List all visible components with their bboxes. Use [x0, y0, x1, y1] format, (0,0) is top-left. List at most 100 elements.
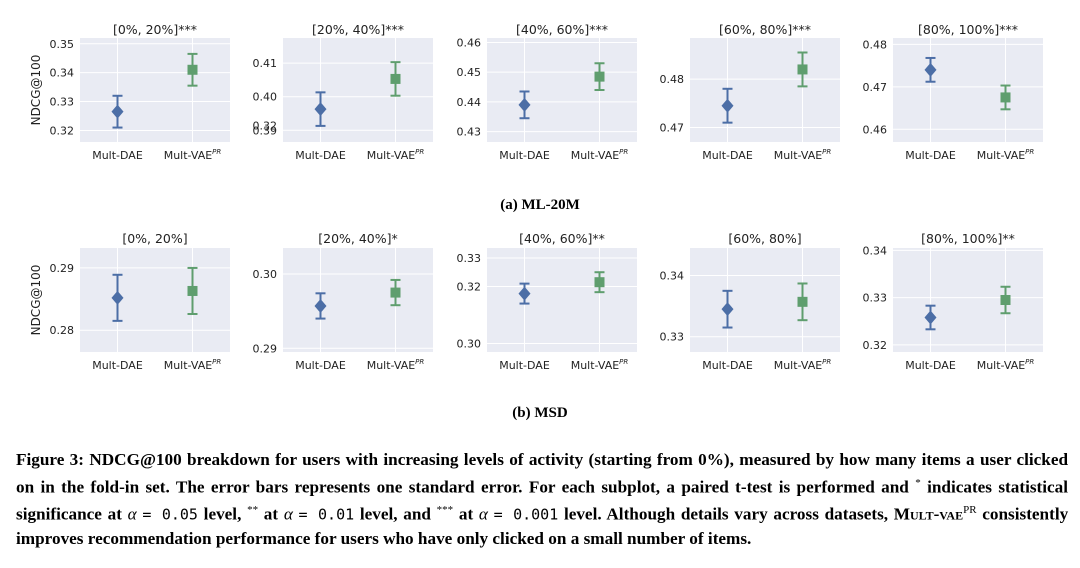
data-point-mult-dae — [314, 102, 327, 117]
panel-1-5: 0.48 0.47 0.46 [80%, 100%]*** Mult-DAE Mult-V… — [863, 22, 1043, 162]
data-point-mult-vae — [594, 277, 605, 288]
panel-background — [283, 38, 433, 142]
x-tick-label-mult-vae: Mult-VAEPR — [164, 148, 222, 162]
panel-background — [893, 248, 1043, 352]
y-tick-label: 0.32 — [50, 124, 75, 137]
y-tick-label: 0.33 — [660, 331, 685, 344]
x-tick-label-mult-vae: Mult-VAEPR — [774, 148, 832, 162]
y-tick-label: 0.45 — [457, 66, 482, 79]
data-point-mult-dae — [111, 104, 124, 119]
y-tick-label: 0.33 — [50, 96, 75, 109]
y-tick-label: 0.33 — [863, 292, 888, 305]
data-point-mult-vae — [390, 73, 401, 84]
panel-1-3: 0.46 0.45 0.44 0.43 [40%, 60%]*** Mult-DAE Mul… — [457, 22, 637, 162]
data-point-mult-vae — [187, 64, 198, 75]
caption-text-6: at — [458, 504, 474, 524]
row-caption: (b) MSD — [512, 405, 568, 421]
panel-title: [20%, 40%]*** — [312, 22, 404, 37]
panel-1-4: 0.48 0.47 [60%, 80%]*** Mult-DAE Mult-VAEPR — [660, 22, 840, 162]
data-point-mult-vae — [594, 71, 605, 82]
panel-title: [40%, 60%]** — [519, 231, 605, 246]
y-tick-label: 0.35 — [50, 38, 75, 51]
x-tick-label-mult-vae: Mult-VAEPR — [571, 358, 629, 372]
panel-background — [283, 248, 433, 352]
data-point-mult-dae — [924, 310, 937, 325]
panel-background — [80, 38, 230, 142]
x-tick-label-mult-dae: Mult-DAE — [92, 149, 143, 162]
y-tick-label: 0.47 — [863, 81, 888, 94]
x-tick-label-superscript: PR — [1025, 358, 1034, 366]
x-tick-label-mult-vae: Mult-VAEPR — [977, 148, 1035, 162]
y-tick-label: 0.47 — [660, 121, 685, 134]
y-tick-label: 0.48 — [863, 38, 888, 51]
caption-star-1: * — [915, 476, 921, 489]
panel-1-1: 0.35 0.34 0.33 0.32 [0%, 20%]*** Mult-DAE Mult… — [50, 22, 230, 162]
data-point-mult-vae — [797, 296, 808, 307]
caption-alpha-2: α — [283, 504, 293, 524]
y-tick-label: 0.28 — [50, 324, 75, 337]
data-point-mult-dae — [924, 62, 937, 77]
panel-background — [487, 38, 637, 142]
panel-2-2: 0.320.300.29[20%, 40%]*Mult-DAE Mult-VAEP… — [253, 119, 433, 372]
x-tick-label-text: Mult-VAE — [774, 359, 823, 372]
x-tick-label-mult-vae: Mult-VAEPR — [164, 358, 222, 372]
caption-alpha-1: α — [127, 504, 137, 524]
panel-background — [690, 38, 840, 142]
x-tick-label-mult-vae: Mult-VAEPR — [977, 358, 1035, 372]
x-tick-label-superscript: PR — [212, 358, 221, 366]
x-tick-label-mult-dae: Mult-DAE — [295, 149, 346, 162]
data-point-mult-vae — [797, 64, 808, 75]
panel-2-3: 0.33 0.32 0.30 [40%, 60%]** Mult-DAE Mult-VAE… — [457, 231, 637, 372]
data-point-mult-dae — [111, 290, 124, 305]
y-tick-label: 0.33 — [457, 252, 482, 265]
x-tick-label-superscript: PR — [619, 148, 628, 156]
x-tick-label-text: Mult-VAE — [977, 149, 1026, 162]
x-tick-label-text: Mult-VAE — [571, 149, 620, 162]
x-tick-label-mult-dae: Mult-DAE — [499, 149, 550, 162]
x-tick-label-text: Mult-VAE — [164, 149, 213, 162]
x-tick-label-superscript: PR — [619, 358, 628, 366]
caption-model-name: Mult-vae — [893, 504, 964, 524]
y-tick-label: 0.32 — [863, 339, 888, 352]
y-tick-label: 0.30 — [253, 268, 278, 281]
x-tick-label-superscript: PR — [415, 148, 424, 156]
data-point-mult-vae — [1000, 295, 1011, 305]
y-tick-label: 0.46 — [863, 123, 888, 136]
x-tick-label-superscript: PR — [212, 148, 221, 156]
y-tick-label: 0.48 — [660, 73, 685, 86]
data-point-mult-dae — [518, 97, 531, 112]
panel-title: [40%, 60%]*** — [516, 22, 608, 37]
x-tick-label-text: Mult-VAE — [367, 149, 416, 162]
panel-background — [893, 38, 1043, 142]
y-tick-label: 0.30 — [457, 337, 482, 350]
caption-text-7: level. Although details vary across data… — [563, 504, 889, 524]
x-tick-label-mult-dae: Mult-DAE — [702, 149, 753, 162]
y-tick-label: 0.41 — [253, 57, 278, 70]
row-caption: (a) ML-20M — [500, 197, 580, 213]
x-tick-label-text: Mult-VAE — [367, 359, 416, 372]
y-tick-label: 0.29 — [253, 342, 278, 355]
y-tick-label: 0.46 — [457, 36, 482, 49]
panel-2-5: 0.34 0.33 0.32 [80%, 100%]** Mult-DAE Mult-VA… — [863, 231, 1043, 372]
x-tick-label-text: Mult-VAE — [774, 149, 823, 162]
caption-eq-3: = 0.001 — [493, 505, 559, 524]
x-tick-label-mult-vae: Mult-VAEPR — [571, 148, 629, 162]
y-tick-label: 0.44 — [457, 96, 482, 109]
panel-background — [487, 248, 637, 352]
panel-background — [690, 248, 840, 352]
y-tick-label: 0.34 — [863, 244, 888, 257]
caption-text-8: consistently improves recommendation per… — [16, 504, 1069, 549]
x-tick-label-mult-dae: Mult-DAE — [92, 359, 143, 372]
data-point-mult-dae — [314, 298, 327, 313]
panel-2-4: 0.34 0.33 [60%, 80%] Mult-DAE Mult-VAEPR — [660, 231, 840, 372]
y-tick-label: 0.39 — [253, 124, 278, 137]
caption-text-3: level, — [203, 504, 242, 524]
x-tick-label-mult-dae: Mult-DAE — [905, 359, 956, 372]
caption-eq-2: = 0.01 — [298, 505, 355, 524]
y-tick-label: 0.29 — [50, 262, 75, 275]
panel-title: [60%, 80%] — [728, 231, 801, 246]
y-tick-label: 0.40 — [253, 91, 278, 104]
caption-text-2: indicates statistical significance at — [16, 477, 1069, 524]
x-tick-label-mult-dae: Mult-DAE — [499, 359, 550, 372]
x-tick-label-mult-vae: Mult-VAEPR — [367, 358, 425, 372]
